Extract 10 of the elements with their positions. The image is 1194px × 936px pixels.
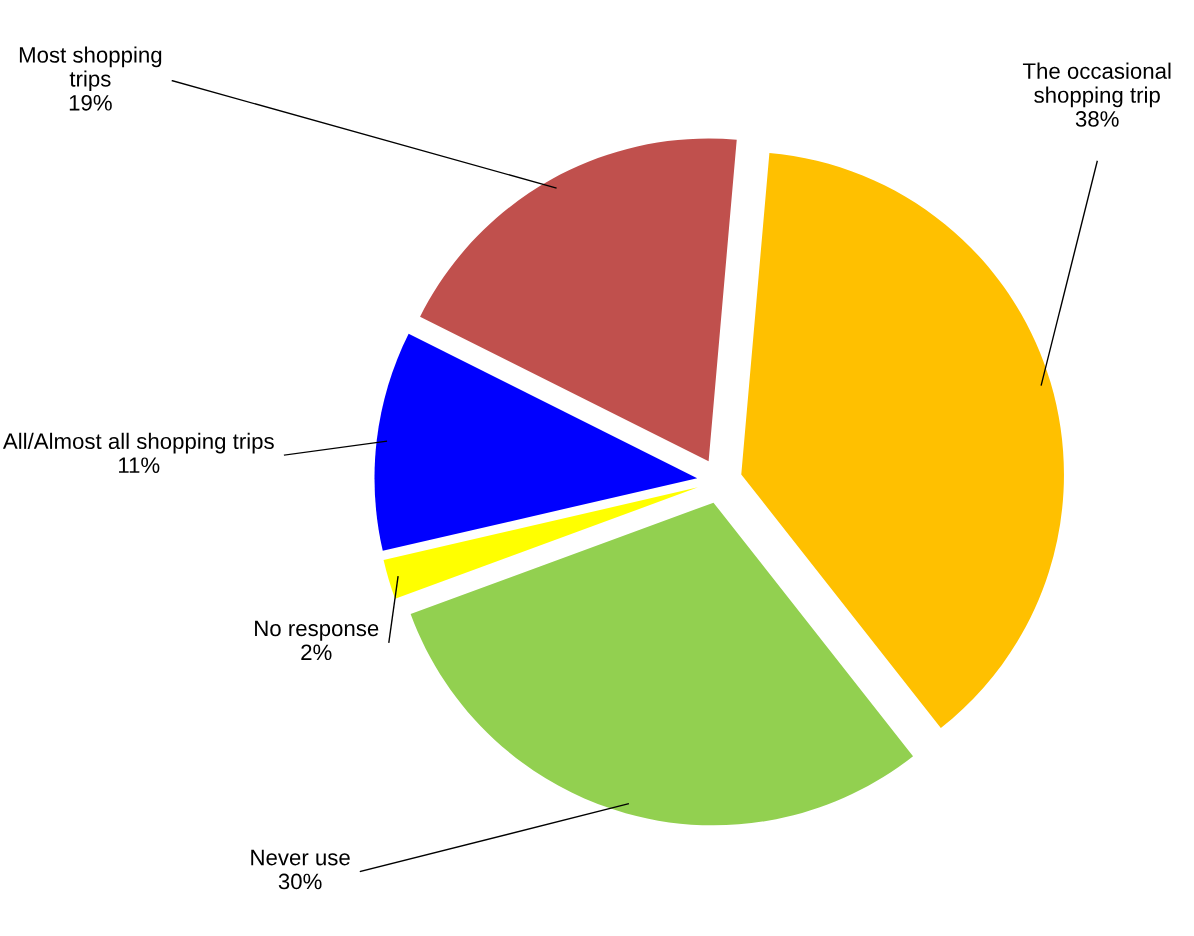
data-label: 30% — [278, 873, 322, 890]
slice-label: The occasional shopping trip — [1022, 62, 1171, 108]
slice-label: Never use — [251, 849, 350, 866]
data-label: 11% — [119, 457, 160, 473]
slice-label: No response — [255, 620, 379, 641]
data-label: 2% — [301, 644, 332, 661]
data-label: 19% — [69, 94, 112, 111]
data-label: 38% — [1075, 111, 1119, 127]
slice-label: All/Almost all shopping trips — [2, 432, 274, 454]
slice-label: Most shopping trips — [19, 46, 162, 92]
